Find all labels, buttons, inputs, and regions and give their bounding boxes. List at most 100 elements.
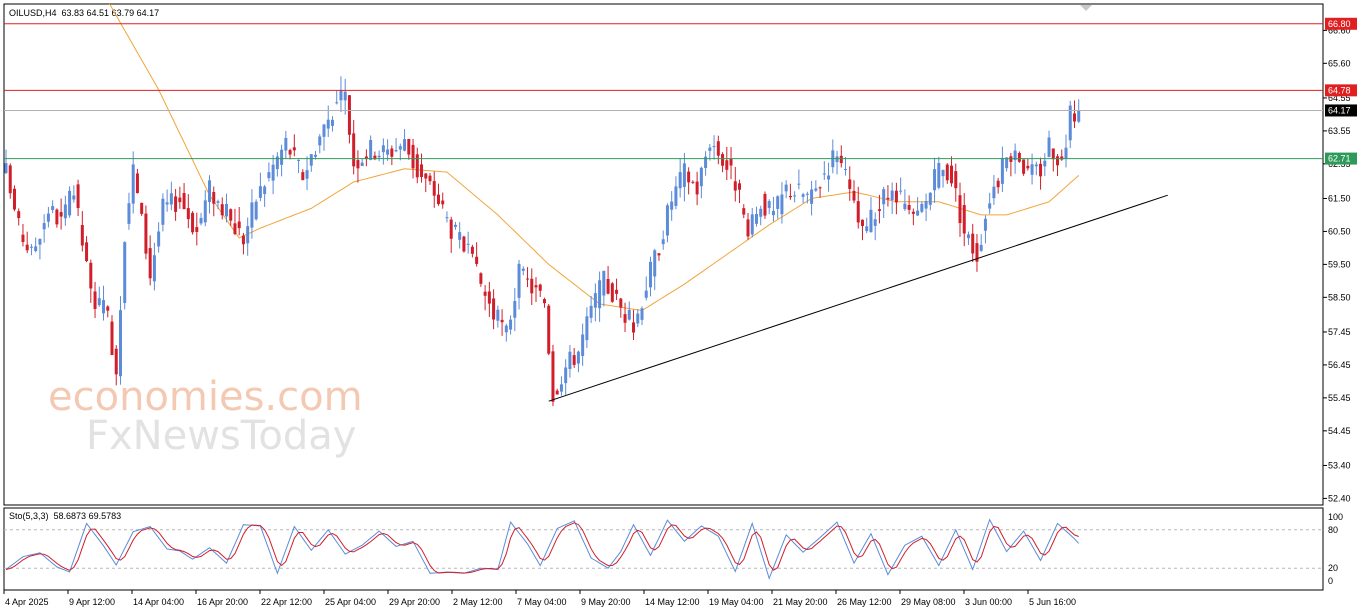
price-badge: 62.71 [1325,152,1357,165]
candle [687,167,691,195]
candle [462,235,466,253]
candle [343,78,347,115]
candle [941,169,945,188]
candle [174,188,178,221]
candle [678,158,682,198]
candle [322,123,326,151]
candle [542,297,546,308]
candle [665,203,669,243]
y-tick-label: 66.60 [1328,25,1351,35]
stoch-signal-line [5,522,1079,574]
trendline[interactable] [548,194,1168,402]
candle [992,175,996,205]
candle [988,192,992,214]
candle [220,197,224,220]
candle [996,177,1000,194]
candle [63,195,67,226]
candle [979,234,983,253]
x-tick-label: 5 Jun 16:00 [1029,597,1076,607]
price-badge: 64.17 [1325,104,1357,117]
price-pane [3,3,1324,506]
candle [581,323,585,366]
candle [487,281,491,317]
candle [695,171,699,206]
candle [212,186,216,217]
candle [186,194,190,229]
candle [852,180,856,204]
candle [538,283,542,297]
candle [42,214,46,243]
candle [106,305,110,318]
candle [674,176,678,210]
moving-average [109,4,1080,312]
candle [76,179,80,216]
candle [258,172,262,202]
candle [390,145,394,166]
stochastic-params: Sto(5,3,3) [9,511,49,521]
y-tick-label: 65.60 [1328,58,1351,68]
candle [916,197,920,217]
candle [356,150,360,183]
candle [784,180,788,199]
candle [305,156,309,191]
stochastic-pane [3,507,1324,591]
candle [250,189,254,239]
candle [793,191,797,203]
candle [114,345,118,386]
candle [691,180,695,184]
y-tick-label: 54.45 [1328,426,1351,436]
candle [547,303,551,356]
candle [449,216,453,253]
x-tick-label: 9 Apr 12:00 [69,597,115,607]
candle [551,344,555,407]
candle [899,177,903,195]
candle [844,156,848,176]
candle [615,278,619,301]
candle [398,143,402,161]
candle [509,315,513,335]
candle [975,234,979,272]
candle [911,208,915,226]
x-tick-label: 25 Apr 04:00 [325,597,376,607]
candle [530,268,534,305]
collapse-arrow-icon[interactable] [1080,5,1092,11]
candle [924,193,928,222]
stoch-tick-label: 80 [1328,525,1338,535]
candle [632,309,636,341]
candle [80,211,84,252]
candle [636,309,640,328]
candle [199,212,203,226]
candle [38,238,42,260]
x-tick-label: 7 May 04:00 [517,597,567,607]
candle [818,186,822,198]
candle [1017,151,1021,163]
candle [496,305,500,328]
candle [127,192,131,230]
ohlc-values: 63.83 64.51 63.79 64.17 [62,8,160,18]
candle [856,186,860,229]
candle [34,237,38,253]
candle [653,248,657,291]
candle [318,134,322,154]
candle [224,193,228,223]
y-tick-label: 52.40 [1328,493,1351,503]
candle [950,156,954,187]
candle [598,271,602,322]
y-tick-label: 61.50 [1328,193,1351,203]
candle [835,150,839,175]
y-tick-label: 56.45 [1328,360,1351,370]
candle [780,182,784,224]
candle [504,323,508,342]
candle [822,161,826,180]
candle [827,162,831,192]
x-tick-label: 2 May 12:00 [453,597,503,607]
candle [886,185,890,207]
candle [708,144,712,161]
candle [4,149,8,175]
candle [140,202,144,216]
candle [682,152,686,202]
candle [623,302,627,333]
candle [1047,130,1051,158]
candle [606,266,610,295]
candle [877,194,881,224]
